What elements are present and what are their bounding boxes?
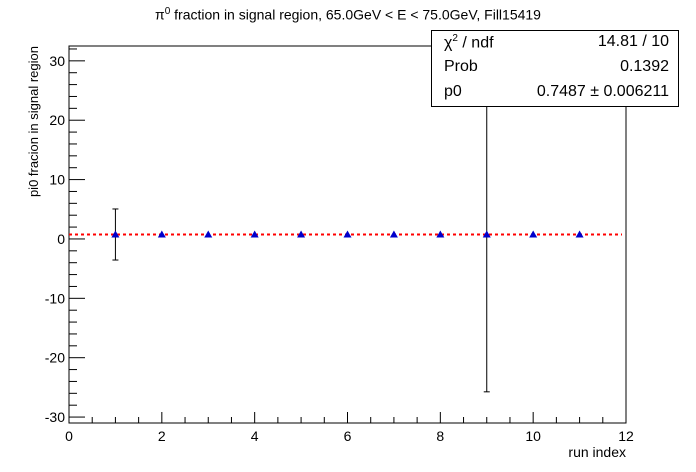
x-tick-label: 6 — [344, 428, 352, 444]
data-point-marker — [529, 230, 538, 238]
title-sup: 0 — [164, 6, 171, 17]
y-tick-label: 10 — [49, 172, 65, 188]
y-tick-label: -20 — [45, 350, 65, 366]
y-tick-label: 20 — [49, 112, 65, 128]
axes: 0 2 4 6 8 10 12 -30 -20 -10 0 10 20 30 — [45, 48, 634, 444]
x-tick-label: 8 — [436, 428, 444, 444]
data-point-marker — [111, 230, 120, 238]
data-point-marker — [157, 230, 166, 238]
chi2-value: 14.81 / 10 — [597, 33, 669, 50]
title-rest: fraction in signal region, 65.0GeV < E <… — [170, 6, 541, 23]
x-tick-label: 2 — [158, 428, 166, 444]
x-tick-label: 10 — [525, 428, 541, 444]
chart-title: π0 fraction in signal region, 65.0GeV < … — [0, 6, 696, 23]
y-tick-label: -10 — [45, 290, 65, 306]
y-tick-label: 30 — [49, 53, 65, 69]
data-point-marker — [389, 230, 398, 238]
data-point-marker — [575, 230, 584, 238]
data-point-marker — [204, 230, 213, 238]
x-tick-label: 12 — [618, 428, 634, 444]
chi2-label: χ2 / ndf — [444, 33, 494, 52]
fit-stats-box: χ2 / ndf 14.81 / 10 Prob 0.1392 p0 0.748… — [431, 30, 679, 107]
prob-label: Prob — [444, 58, 478, 75]
x-tick-label: 0 — [65, 428, 73, 444]
p0-label: p0 — [444, 83, 462, 100]
title-pi: π — [155, 6, 165, 23]
chi2-sup: 2 — [452, 33, 458, 44]
data-point-marker — [250, 230, 259, 238]
y-axis-label: pi0 fracion in signal region — [26, 46, 41, 197]
y-tick-label: -30 — [45, 409, 65, 425]
chi2-symbol: χ — [444, 34, 453, 52]
data-point-marker — [343, 230, 352, 238]
data-points — [111, 76, 584, 393]
data-point-marker — [482, 230, 491, 238]
x-tick-label: 4 — [251, 428, 259, 444]
data-point-marker — [436, 230, 445, 238]
chi2-rest: / ndf — [457, 34, 494, 52]
p0-value: 0.7487 ± 0.006211 — [536, 83, 669, 100]
stats-row-prob: Prob 0.1392 — [432, 56, 678, 81]
data-point-marker — [297, 230, 306, 238]
prob-value: 0.1392 — [620, 58, 669, 75]
stats-row-chi2: χ2 / ndf 14.81 / 10 — [432, 31, 678, 56]
stats-row-p0: p0 0.7487 ± 0.006211 — [432, 81, 678, 106]
y-tick-label: 0 — [57, 231, 65, 247]
x-axis-label: run index — [568, 444, 626, 460]
